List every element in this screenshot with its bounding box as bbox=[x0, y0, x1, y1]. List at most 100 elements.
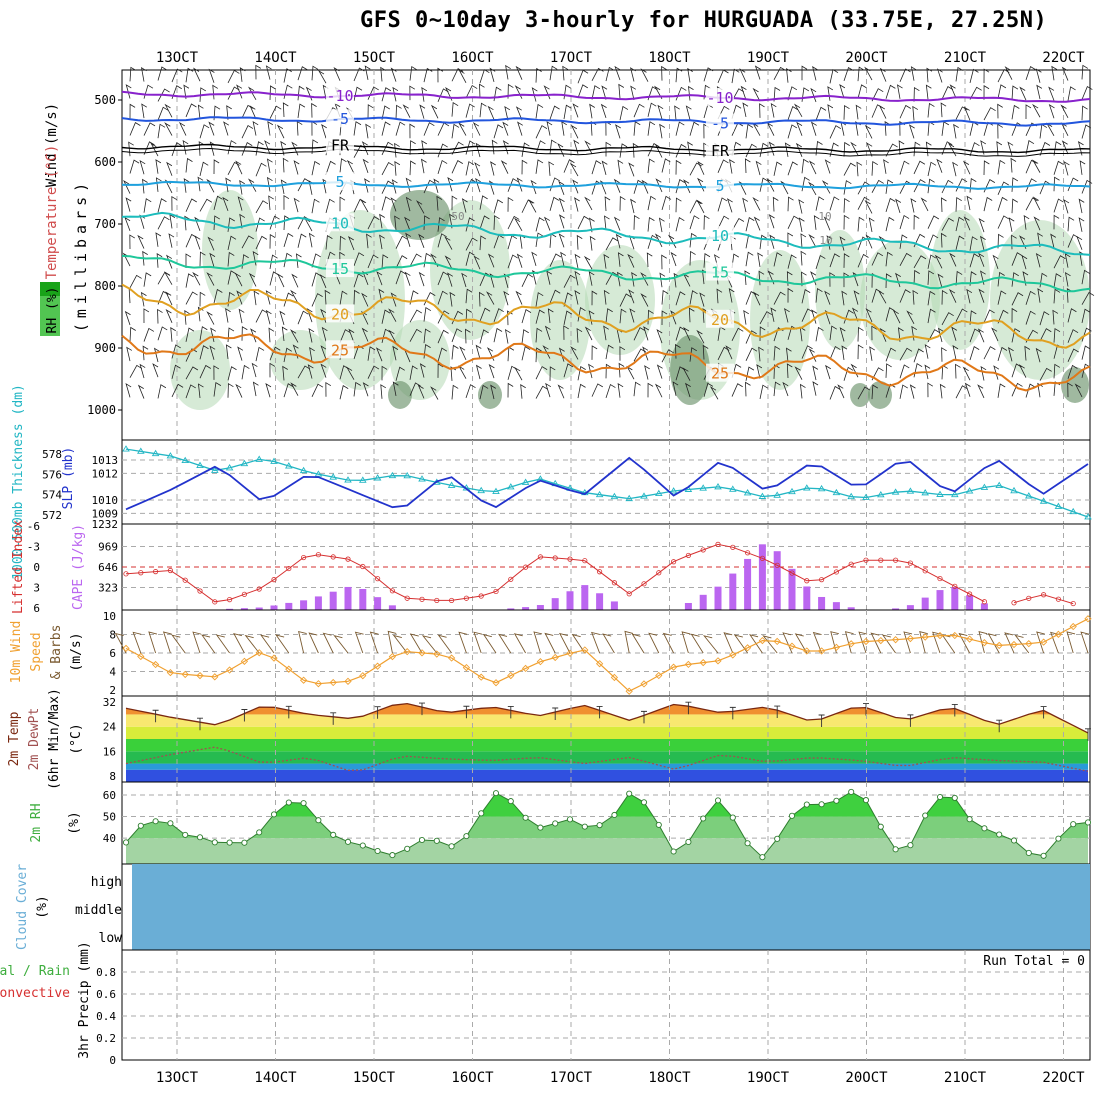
wind-barb bbox=[766, 178, 775, 192]
wind-barb bbox=[280, 140, 287, 156]
wind-barb bbox=[672, 381, 679, 396]
contour--10 bbox=[121, 90, 1091, 103]
rh2m-line bbox=[125, 791, 1089, 858]
thickness-point bbox=[832, 488, 841, 496]
rh2m-point bbox=[729, 814, 736, 821]
wind-barb bbox=[794, 366, 803, 380]
wind-barb bbox=[409, 160, 416, 176]
cape-bar bbox=[744, 558, 752, 610]
wind-barb bbox=[473, 255, 481, 270]
temp-band bbox=[126, 763, 1088, 770]
li-point bbox=[167, 567, 173, 574]
wind-barb bbox=[885, 197, 896, 212]
wind-barb bbox=[1025, 104, 1032, 119]
wind-barb bbox=[535, 327, 543, 343]
wind10-barb bbox=[870, 632, 882, 654]
wind-barb bbox=[325, 381, 332, 397]
rh2m-point bbox=[137, 822, 144, 829]
wind-barb bbox=[416, 200, 425, 214]
wind-barb bbox=[824, 159, 831, 174]
li-point bbox=[271, 577, 277, 583]
contour-label--5-1: -5 bbox=[711, 114, 729, 132]
wind10-barb bbox=[858, 631, 868, 654]
wind-barb bbox=[983, 346, 996, 360]
wind10-point bbox=[166, 668, 175, 677]
wind-barb bbox=[311, 139, 319, 154]
cape-bar bbox=[921, 597, 929, 610]
wind-barb bbox=[1035, 252, 1042, 268]
slp-grid bbox=[122, 440, 1090, 524]
wind-barb bbox=[941, 86, 954, 100]
bottom-x-axis: 13OCT 14OCT 15OCT 16OCT 17OCT 18OCT 19OCT 20OCT… bbox=[156, 1070, 1085, 1086]
wind-barb bbox=[421, 140, 428, 155]
wind10-barb bbox=[602, 633, 615, 654]
wind10-series bbox=[114, 615, 1092, 695]
wind10-point bbox=[551, 653, 559, 662]
precip-label-2: Convective bbox=[0, 986, 70, 1001]
wind-barb bbox=[731, 383, 743, 397]
li-point bbox=[922, 568, 928, 574]
wind-barb bbox=[479, 307, 491, 322]
wind-barb bbox=[507, 215, 520, 230]
wind-barb bbox=[507, 382, 514, 398]
wind-barb bbox=[249, 105, 257, 120]
li-point bbox=[1055, 596, 1062, 602]
wind-barb bbox=[899, 364, 910, 379]
wind-barb bbox=[640, 272, 649, 286]
thickness-point bbox=[773, 491, 781, 498]
thickness-point bbox=[314, 470, 323, 477]
wind10-point bbox=[714, 657, 722, 665]
pressure-tick-500: 500 bbox=[94, 93, 116, 107]
thickness-point bbox=[877, 490, 885, 498]
wind-barb bbox=[689, 121, 700, 136]
wind-barb bbox=[1011, 292, 1024, 306]
wind-barb bbox=[913, 348, 924, 363]
wind-barb bbox=[983, 196, 993, 212]
wind10-point bbox=[536, 658, 545, 666]
wind-barb bbox=[250, 328, 257, 343]
lifted-index-axis-label: Lifted Index bbox=[11, 520, 26, 614]
wind10-point bbox=[699, 658, 707, 667]
li-point bbox=[330, 554, 336, 560]
wind-barb bbox=[269, 254, 278, 270]
rh-blob bbox=[860, 240, 940, 360]
wind-barb bbox=[198, 141, 205, 156]
wind-barb bbox=[421, 87, 428, 102]
wind10-point bbox=[995, 641, 1003, 650]
wind-barb bbox=[283, 292, 294, 307]
wind-barb bbox=[925, 84, 932, 100]
temp-tick-8: 8 bbox=[109, 770, 116, 783]
wind10-point bbox=[433, 650, 441, 658]
wind-barb bbox=[557, 384, 565, 399]
temp-minmax-bar bbox=[996, 719, 1003, 733]
wind-barb bbox=[502, 121, 509, 136]
wind-barb bbox=[444, 255, 453, 270]
wind-barb bbox=[1053, 363, 1061, 379]
wind-barb bbox=[759, 177, 769, 192]
wind-barb bbox=[910, 198, 917, 213]
wind-barb bbox=[409, 290, 419, 305]
wind10-barb bbox=[275, 634, 290, 654]
wind-barb bbox=[997, 271, 1005, 287]
wind-barb bbox=[505, 64, 511, 80]
rh-dark-blob bbox=[1061, 367, 1089, 403]
wind-barb bbox=[465, 308, 472, 324]
wind-barb bbox=[267, 120, 274, 136]
wind10-unit: (m/s) bbox=[69, 632, 84, 671]
temp-minmax-bar bbox=[818, 714, 825, 727]
wind-barb bbox=[164, 103, 173, 118]
cape-bar bbox=[226, 608, 234, 610]
wind10-point bbox=[388, 652, 397, 661]
wind-barb bbox=[865, 308, 873, 323]
wind-barb bbox=[773, 381, 781, 397]
wind-barb bbox=[546, 121, 553, 136]
wind-barb bbox=[654, 383, 663, 398]
wind10-point bbox=[181, 670, 189, 679]
wind-barb bbox=[475, 364, 482, 380]
wind-barb bbox=[297, 103, 306, 119]
wind-barb bbox=[657, 104, 664, 120]
wind-barb bbox=[808, 181, 817, 196]
wind10-point bbox=[788, 642, 796, 650]
wind-barb bbox=[589, 217, 595, 233]
wind-barb bbox=[143, 272, 152, 287]
